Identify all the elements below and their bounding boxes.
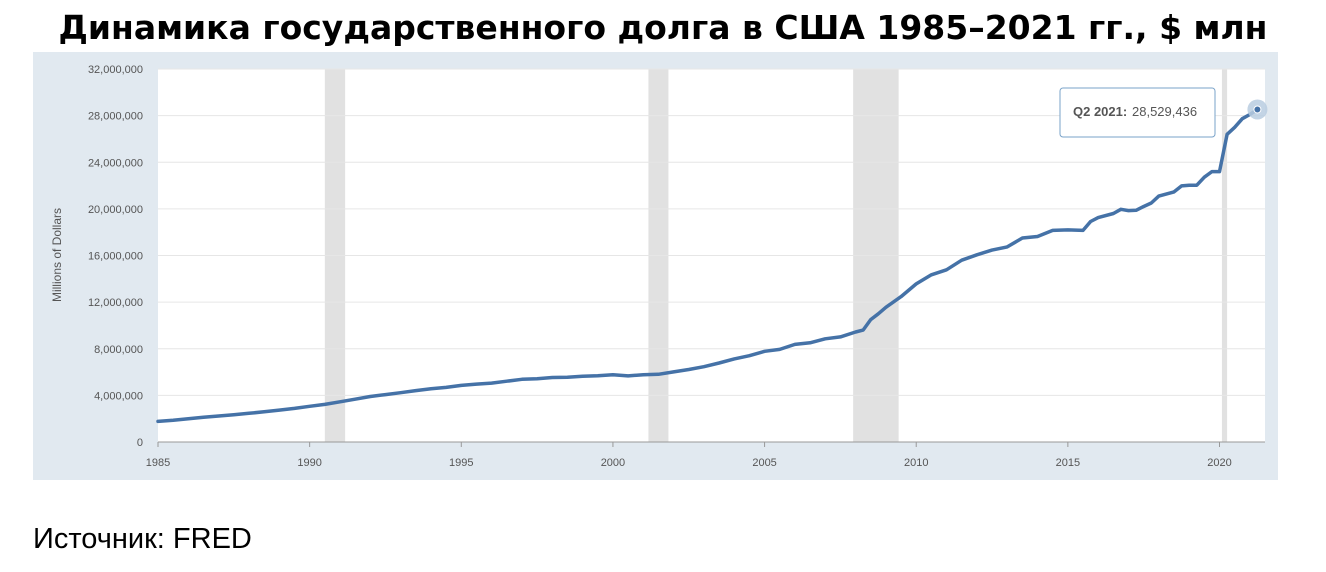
x-tick-label: 2020: [1207, 457, 1231, 469]
tooltip-value: 28,529,436: [1132, 104, 1197, 119]
x-tick-label: 2000: [601, 457, 625, 469]
y-tick-label: 16,000,000: [88, 251, 143, 263]
y-tick-label: 0: [137, 437, 143, 449]
x-tick-label: 2015: [1056, 457, 1080, 469]
y-tick-label: 8,000,000: [94, 344, 143, 356]
source-note: Источник: FRED: [33, 523, 252, 555]
series-layer: [156, 99, 1268, 424]
y-tick-label: 24,000,000: [88, 157, 143, 169]
y-tick-label: 4,000,000: [94, 390, 143, 402]
chart-frame: 0 4,000,000 8,000,000 12,000,000 16,000,000 2…: [33, 52, 1278, 480]
x-tick-label: 1990: [297, 457, 321, 469]
page-title: Динамика государственного долга в США 19…: [58, 8, 1268, 47]
x-tick-label: 2005: [752, 457, 776, 469]
tooltip-label: Q2 2021:: [1073, 104, 1127, 119]
y-tick-label: 28,000,000: [88, 111, 143, 123]
y-axis-label: Millions of Dollars: [50, 208, 64, 302]
x-tick-label: 1985: [146, 457, 170, 469]
y-tick-label: 12,000,000: [88, 297, 143, 309]
tooltip: Q2 2021: 28,529,436: [1059, 87, 1216, 138]
y-axis-ticks: 0 4,000,000 8,000,000 12,000,000 16,000,000 2…: [88, 64, 143, 449]
series-line-1: [156, 107, 1260, 424]
y-tick-label: 32,000,000: [88, 64, 143, 76]
x-axis-ticks: 1985 1990 1995 2000 2005 2010 2015 2020: [146, 442, 1232, 469]
debt-line-chart: 0 4,000,000 8,000,000 12,000,000 16,000,000 2…: [50, 64, 1268, 469]
y-tick-label: 20,000,000: [88, 204, 143, 216]
tooltip-box: [1059, 87, 1216, 138]
x-tick-label: 2010: [904, 457, 928, 469]
x-tick-label: 1995: [449, 457, 473, 469]
highlight-point[interactable]: [1253, 105, 1262, 114]
